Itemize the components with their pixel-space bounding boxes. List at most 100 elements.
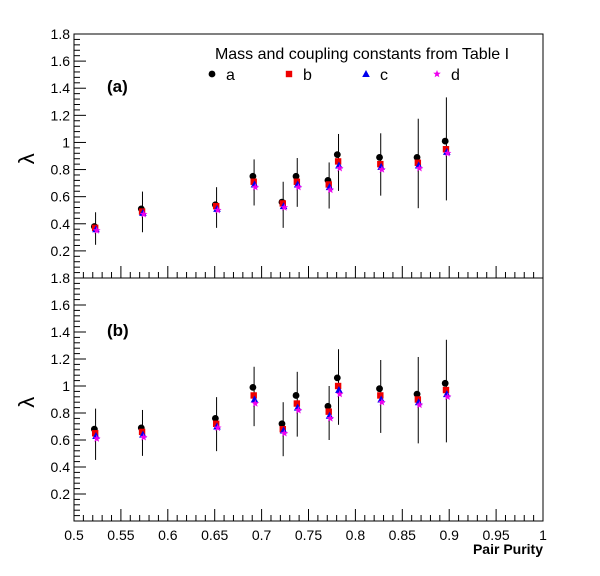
data-point-b bbox=[325, 181, 332, 188]
data-point-b bbox=[138, 428, 146, 436]
y-tick-label: 1.4 bbox=[51, 80, 71, 96]
data-point-a bbox=[333, 151, 341, 159]
data-point-a bbox=[292, 172, 300, 180]
x-axis-label: Pair Purity bbox=[473, 541, 543, 557]
data-point-c bbox=[335, 161, 343, 169]
data-point-d bbox=[335, 164, 344, 172]
panel-a: 0.2 0.4 0.6 0.8 1 1.2 1.4 1.6 1.8 λ (a) bbox=[14, 26, 544, 279]
data-point-a bbox=[333, 374, 341, 382]
data-point-c bbox=[414, 161, 423, 169]
y-tick-label: 0.2 bbox=[51, 243, 71, 259]
data-point-b bbox=[442, 146, 450, 153]
legend-entry-d: d bbox=[433, 67, 460, 84]
data-point-b bbox=[293, 178, 301, 185]
data-point-b bbox=[377, 392, 384, 399]
data-point-d bbox=[251, 399, 260, 407]
data-point-c bbox=[325, 183, 334, 191]
x-tick-label: 0.5 bbox=[64, 527, 84, 543]
data-point-d bbox=[378, 165, 386, 173]
y-tick-label: 0.8 bbox=[51, 405, 71, 421]
panel-label: (b) bbox=[107, 321, 129, 340]
data-point-c bbox=[139, 430, 147, 438]
y-tick-label: 0.8 bbox=[51, 162, 71, 178]
x-tick-label: 0.55 bbox=[107, 527, 134, 543]
data-point-c bbox=[293, 180, 302, 188]
data-point-a bbox=[413, 153, 421, 161]
y-tick-label: 0.2 bbox=[51, 486, 71, 502]
legend-label-b: b bbox=[303, 67, 312, 84]
x-tick-label: 0.85 bbox=[389, 527, 416, 543]
y-tick-label: 1 bbox=[62, 378, 70, 394]
data-point-c bbox=[325, 411, 334, 419]
legend: Mass and coupling constants from Table I… bbox=[208, 46, 509, 84]
x-tick-label: 1 bbox=[539, 527, 547, 543]
legend-marker-a bbox=[208, 70, 216, 78]
x-tick-label: 0.75 bbox=[295, 527, 322, 543]
data-point-d bbox=[92, 434, 101, 442]
data-point-b bbox=[334, 158, 342, 165]
data-point-d bbox=[251, 183, 260, 191]
data-point-b bbox=[414, 396, 422, 403]
x-tick-label: 0.65 bbox=[201, 527, 228, 543]
data-point-d bbox=[326, 185, 335, 194]
data-point-b bbox=[325, 408, 332, 415]
data-point-c bbox=[293, 403, 302, 411]
data-point-a bbox=[324, 402, 332, 410]
panel-b: 0.2 0.4 0.6 0.8 1 1.2 1.4 1.6 1.8 λ (b) bbox=[14, 270, 544, 522]
data-point-a bbox=[413, 390, 421, 398]
x-tick-label: 0.95 bbox=[482, 527, 509, 543]
data-point-a bbox=[376, 153, 383, 161]
legend-marker-b bbox=[285, 70, 293, 78]
data-point-a bbox=[292, 392, 300, 399]
data-point-a bbox=[441, 379, 449, 387]
x-tick-label: 0.6 bbox=[158, 527, 178, 543]
y-tick-label: 1 bbox=[62, 134, 70, 150]
data-point-d bbox=[294, 183, 303, 191]
y-tick-label: 1.8 bbox=[51, 270, 71, 286]
data-point-b bbox=[250, 392, 257, 399]
y-tick-label: 0.6 bbox=[51, 432, 71, 448]
legend-entry-b: b bbox=[285, 67, 312, 84]
y-tick-label: 1.2 bbox=[51, 107, 71, 123]
data-point-b bbox=[279, 200, 286, 207]
data-point-b bbox=[442, 386, 450, 394]
data-point-b bbox=[377, 160, 384, 168]
data-point-d bbox=[443, 392, 452, 401]
y-tick-label: 1.6 bbox=[51, 297, 71, 313]
data-point-b bbox=[91, 430, 99, 437]
x-tick-label: 0.9 bbox=[439, 527, 459, 543]
data-point-d bbox=[415, 164, 424, 172]
data-point-a bbox=[249, 172, 257, 180]
data-point-d bbox=[280, 429, 289, 437]
series-a bbox=[90, 374, 449, 433]
data-point-c bbox=[92, 431, 100, 439]
data-point-d bbox=[443, 149, 452, 157]
data-point-b bbox=[250, 178, 257, 185]
data-point-d bbox=[294, 406, 303, 414]
x-tick-label: 0.7 bbox=[252, 527, 272, 543]
y-tick-label: 0.6 bbox=[51, 189, 71, 205]
series-d bbox=[92, 390, 452, 442]
data-point-a bbox=[278, 420, 286, 428]
data-point-c bbox=[442, 390, 451, 398]
data-point-d bbox=[280, 203, 289, 211]
data-point-a bbox=[376, 385, 383, 393]
legend-label-a: a bbox=[226, 67, 235, 84]
data-point-b bbox=[212, 420, 220, 427]
data-point-b bbox=[414, 159, 422, 166]
data-point-d bbox=[326, 414, 335, 422]
data-point-d bbox=[415, 400, 424, 409]
y-tick-label: 0.4 bbox=[51, 216, 71, 232]
series-b bbox=[91, 382, 450, 437]
data-point-c bbox=[279, 426, 288, 434]
data-point-d bbox=[139, 210, 148, 218]
data-point-a bbox=[211, 415, 219, 422]
series-d bbox=[92, 149, 452, 234]
data-point-c bbox=[335, 386, 343, 394]
data-point-c bbox=[377, 395, 385, 403]
y-axis-label: λ bbox=[14, 397, 39, 408]
data-point-d bbox=[378, 398, 386, 406]
data-point-d bbox=[92, 226, 101, 234]
